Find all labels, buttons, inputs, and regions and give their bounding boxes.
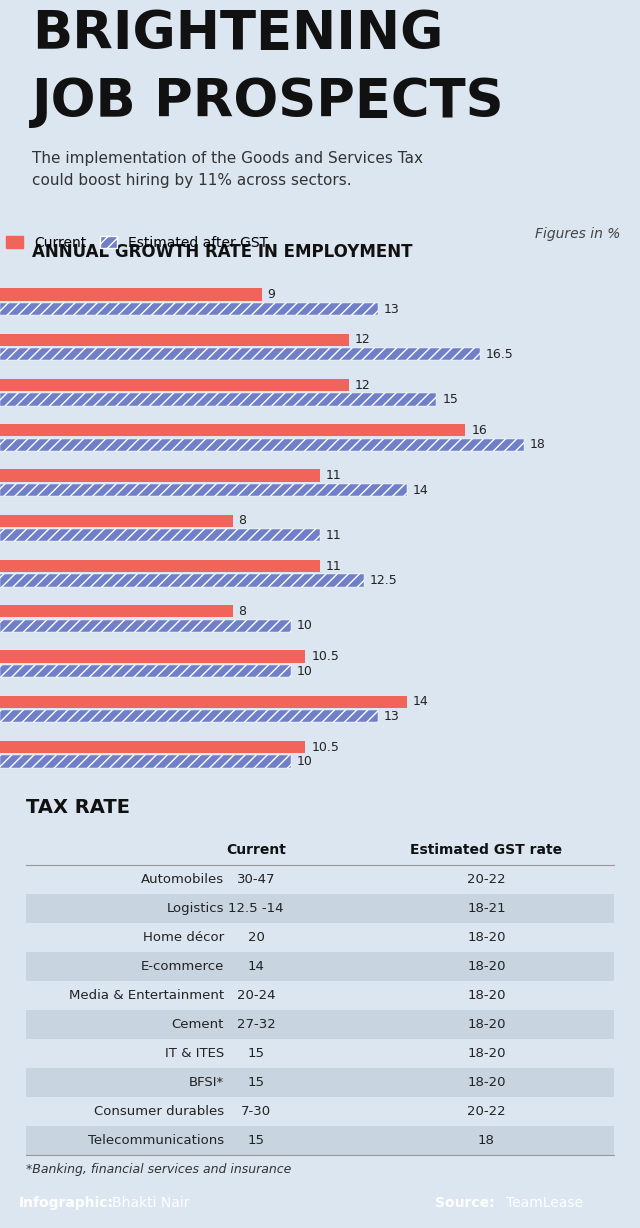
Text: 15: 15	[248, 1047, 264, 1060]
Bar	[26, 1009, 614, 1039]
Text: 20-22: 20-22	[467, 1105, 506, 1119]
Text: 16: 16	[471, 424, 487, 437]
Bar	[0, 515, 233, 527]
Text: Current: Current	[226, 842, 286, 857]
Text: 18-20: 18-20	[467, 931, 506, 943]
Text: 10: 10	[297, 755, 312, 768]
Text: 10: 10	[297, 664, 312, 678]
Bar	[26, 894, 614, 922]
Text: 9: 9	[268, 289, 275, 301]
Text: BRIGHTENING: BRIGHTENING	[32, 9, 444, 60]
Text: TAX RATE: TAX RATE	[26, 798, 129, 817]
Text: 15: 15	[248, 1076, 264, 1089]
Text: 13: 13	[384, 302, 400, 316]
Text: Telecommunications: Telecommunications	[88, 1135, 224, 1147]
Text: Media & Entertainment: Media & Entertainment	[69, 989, 224, 1002]
Text: 20-22: 20-22	[467, 873, 506, 885]
Text: 18: 18	[529, 438, 545, 452]
Text: 12.5 -14: 12.5 -14	[228, 901, 284, 915]
Text: 13: 13	[384, 710, 400, 723]
Text: 20: 20	[248, 931, 264, 943]
Text: 8: 8	[239, 604, 246, 618]
Bar	[0, 529, 320, 542]
Bar	[0, 484, 407, 496]
Text: 10: 10	[297, 619, 312, 632]
Text: 18-20: 18-20	[467, 1018, 506, 1032]
Bar	[26, 952, 614, 981]
Text: Home décor: Home décor	[143, 931, 224, 943]
Bar	[0, 469, 320, 481]
Text: 11: 11	[326, 529, 342, 542]
Legend: Current, Estimated after GST: Current, Estimated after GST	[6, 236, 268, 249]
Bar	[0, 349, 480, 361]
Text: 30-47: 30-47	[237, 873, 275, 885]
Bar	[0, 438, 524, 451]
Text: 14: 14	[413, 484, 429, 496]
Text: 8: 8	[239, 515, 246, 527]
Bar	[0, 620, 291, 632]
Text: IT & ITES: IT & ITES	[164, 1047, 224, 1060]
Bar	[0, 379, 349, 392]
Bar	[0, 560, 320, 572]
Text: 10.5: 10.5	[311, 740, 339, 754]
Text: 14: 14	[248, 960, 264, 973]
Text: Consumer durables: Consumer durables	[94, 1105, 224, 1119]
Text: 12.5: 12.5	[369, 573, 397, 587]
Bar	[0, 605, 233, 618]
Text: 27-32: 27-32	[237, 1018, 275, 1032]
Bar	[0, 289, 262, 301]
Text: 15: 15	[442, 393, 458, 406]
Text: 18: 18	[478, 1135, 495, 1147]
Text: 12: 12	[355, 333, 371, 346]
Text: 18-20: 18-20	[467, 960, 506, 973]
Text: 11: 11	[326, 560, 342, 572]
Text: Figures in %: Figures in %	[536, 227, 621, 241]
Text: TeamLease: TeamLease	[506, 1196, 582, 1211]
Text: 14: 14	[413, 695, 429, 709]
Bar	[0, 334, 349, 346]
Text: 16.5: 16.5	[486, 348, 513, 361]
Text: 11: 11	[326, 469, 342, 483]
Bar	[26, 1068, 614, 1097]
Text: 18-21: 18-21	[467, 901, 506, 915]
Text: *Banking, financial services and insurance: *Banking, financial services and insuran…	[26, 1163, 291, 1176]
Text: 7-30: 7-30	[241, 1105, 271, 1119]
Text: BFSI*: BFSI*	[189, 1076, 224, 1089]
Text: 12: 12	[355, 378, 371, 392]
Bar	[0, 424, 465, 436]
Bar	[0, 393, 436, 405]
Bar	[0, 651, 305, 663]
Bar	[0, 710, 378, 722]
Text: The implementation of the Goods and Services Tax
could boost hiring by 11% acros: The implementation of the Goods and Serv…	[32, 151, 423, 188]
Text: JOB PROSPECTS: JOB PROSPECTS	[32, 76, 504, 128]
Text: Logistics: Logistics	[166, 901, 224, 915]
Text: Infographic:: Infographic:	[19, 1196, 114, 1211]
Bar	[26, 1126, 614, 1156]
Text: 15: 15	[248, 1135, 264, 1147]
Bar	[0, 664, 291, 677]
Text: Estimated GST rate: Estimated GST rate	[410, 842, 563, 857]
Bar	[0, 303, 378, 316]
Text: 20-24: 20-24	[237, 989, 275, 1002]
Bar	[0, 695, 407, 707]
Text: 18-20: 18-20	[467, 1076, 506, 1089]
Text: Cement: Cement	[172, 1018, 224, 1032]
Text: Automobiles: Automobiles	[141, 873, 224, 885]
Text: Source:: Source:	[435, 1196, 495, 1211]
Text: 18-20: 18-20	[467, 989, 506, 1002]
Text: 10.5: 10.5	[311, 650, 339, 663]
Text: 18-20: 18-20	[467, 1047, 506, 1060]
Bar	[0, 740, 305, 753]
Bar	[0, 575, 364, 587]
Bar	[0, 755, 291, 768]
Text: E-commerce: E-commerce	[141, 960, 224, 973]
Text: ANNUAL GROWTH RATE IN EMPLOYMENT: ANNUAL GROWTH RATE IN EMPLOYMENT	[32, 243, 413, 262]
Text: Bhakti Nair: Bhakti Nair	[112, 1196, 189, 1211]
